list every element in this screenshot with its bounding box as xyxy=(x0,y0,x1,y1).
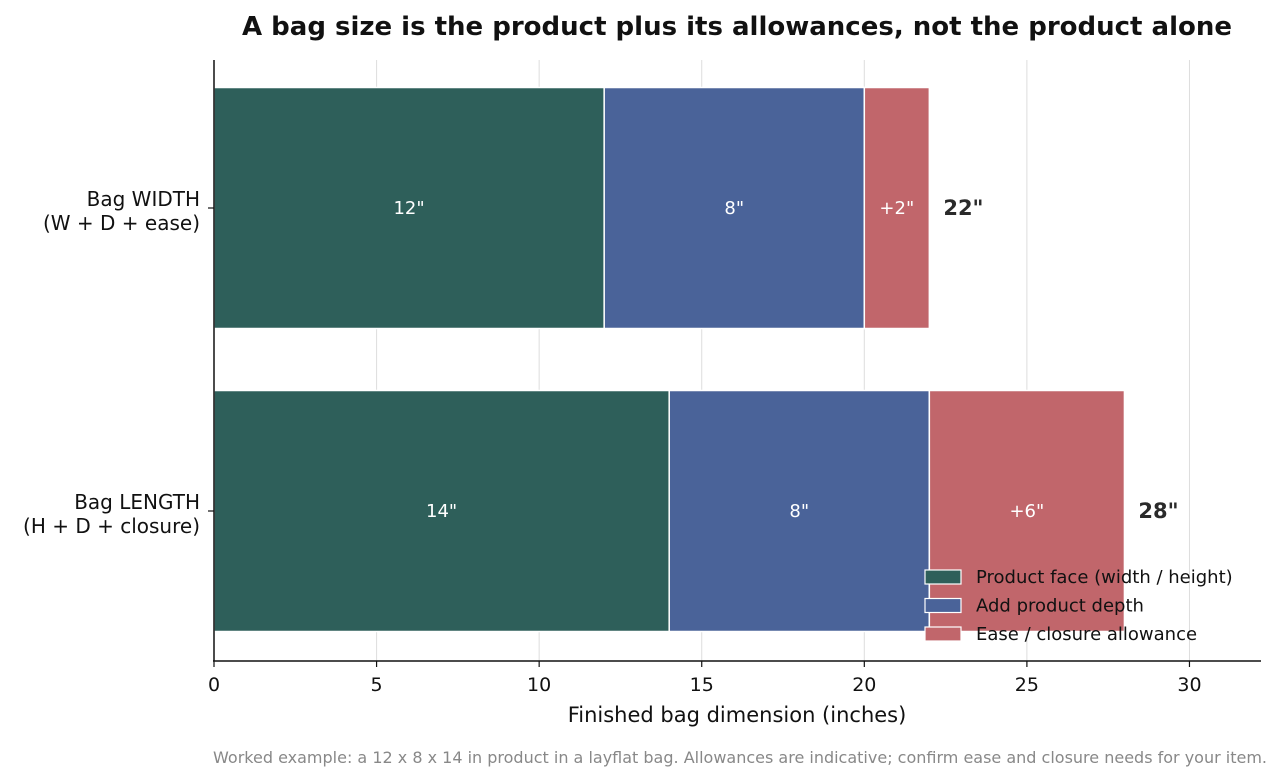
bars: 12" 8" +2" 22" 14" 8" +6" 28" xyxy=(213,86,1179,633)
category-label-line1: Bag LENGTH xyxy=(74,490,200,514)
category-label-line2: (H + D + closure) xyxy=(23,514,200,538)
x-tick-label: 15 xyxy=(690,674,714,696)
chart-title: A bag size is the product plus its allow… xyxy=(242,12,1232,42)
x-ticks: 0 5 10 15 20 25 30 xyxy=(208,661,1202,696)
legend-label: Product face (width / height) xyxy=(976,567,1233,588)
total-label: 22" xyxy=(943,196,983,220)
y-categories: Bag WIDTH(W + D + ease) Bag LENGTH(H + D … xyxy=(23,187,214,538)
bar-segment xyxy=(213,86,605,330)
segment-label: 8" xyxy=(724,198,744,219)
segment-label: +2" xyxy=(879,198,914,219)
x-tick-label: 5 xyxy=(371,674,383,696)
legend-label: Ease / closure allowance xyxy=(976,624,1197,645)
caption: Worked example: a 12 x 8 x 14 in product… xyxy=(213,748,1267,767)
bar-segment xyxy=(213,389,670,633)
segment-label: 14" xyxy=(426,501,457,522)
x-axis-label: Finished bag dimension (inches) xyxy=(568,703,907,727)
axes xyxy=(213,60,1261,662)
category-label-line1: Bag WIDTH xyxy=(87,187,200,211)
segment-label: +6" xyxy=(1009,501,1044,522)
x-tick-label: 20 xyxy=(852,674,876,696)
x-tick-label: 25 xyxy=(1015,674,1039,696)
category-label-line2: (W + D + ease) xyxy=(43,211,200,235)
x-tick-label: 10 xyxy=(527,674,551,696)
bar-segment xyxy=(928,389,1126,633)
segment-label: 8" xyxy=(789,501,809,522)
legend-swatch xyxy=(924,569,962,585)
x-tick-label: 0 xyxy=(208,674,220,696)
legend: Product face (width / height) Add product… xyxy=(924,567,1233,645)
bar-segment xyxy=(668,389,931,633)
bar-segment xyxy=(863,86,931,330)
total-label: 28" xyxy=(1138,499,1178,523)
legend-swatch xyxy=(924,626,962,642)
x-tick-label: 30 xyxy=(1177,674,1201,696)
legend-swatch xyxy=(924,597,962,614)
segment-label: 12" xyxy=(393,198,424,219)
legend-label: Add product depth xyxy=(976,596,1144,617)
